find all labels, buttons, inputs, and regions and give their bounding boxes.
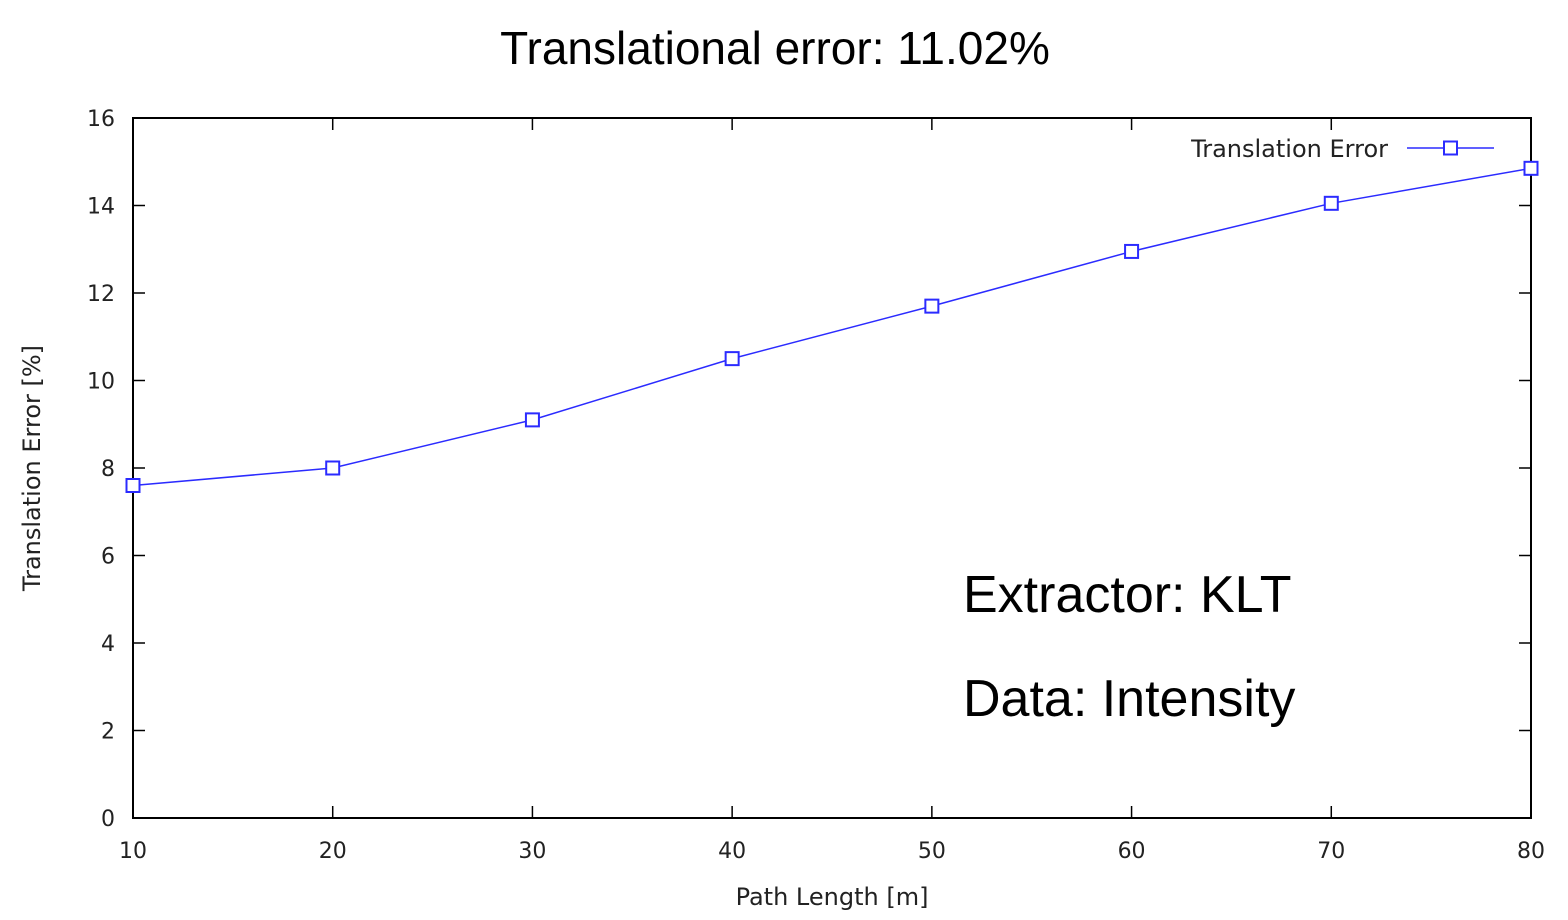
annotation-extractor: Extractor: KLT: [963, 566, 1291, 624]
y-tick-label: 16: [87, 107, 115, 132]
x-tick-label: 70: [1317, 839, 1345, 864]
x-tick-label: 80: [1517, 839, 1545, 864]
x-tick-label: 60: [1118, 839, 1146, 864]
data-point: [1124, 243, 1140, 259]
ticks: 10 20 30 40 50 60 70 80 0 2 4 6 8 10 12 14 16: [87, 107, 1545, 864]
x-tick-label: 50: [918, 839, 946, 864]
series-layer: [125, 160, 1539, 493]
x-tick-label: 30: [518, 839, 546, 864]
data-point: [924, 298, 940, 314]
y-tick-label: 6: [101, 545, 115, 570]
annotation-data: Data: Intensity: [963, 670, 1295, 728]
x-tick-label: 10: [119, 839, 147, 864]
series-line: [132, 167, 1532, 487]
plot-frame: [132, 117, 1532, 819]
axes: [132, 117, 1532, 819]
y-tick-label: 4: [101, 632, 115, 657]
x-tick-label: 40: [718, 839, 746, 864]
y-tick-label: 0: [101, 807, 115, 832]
x-tick-label: 20: [319, 839, 347, 864]
data-point: [125, 478, 141, 493]
data-point: [524, 412, 540, 428]
y-axis-label: Translation Error [%]: [18, 345, 46, 592]
y-tick-label: 10: [87, 370, 115, 395]
y-tick-label: 12: [87, 282, 115, 307]
legend-label: Translation Error: [1190, 135, 1388, 163]
legend: Translation Error: [1190, 135, 1494, 163]
data-point: [1323, 195, 1339, 211]
legend-marker-sample: [1443, 140, 1458, 156]
y-tick-label: 14: [87, 195, 115, 220]
y-tick-label: 2: [101, 720, 115, 745]
x-axis-label: Path Length [m]: [736, 883, 929, 911]
data-point: [724, 351, 740, 367]
data-point: [1523, 160, 1539, 176]
data-point: [325, 460, 341, 476]
y-tick-label: 8: [101, 457, 115, 482]
chart-title: Translational error: 11.02%: [500, 22, 1050, 74]
